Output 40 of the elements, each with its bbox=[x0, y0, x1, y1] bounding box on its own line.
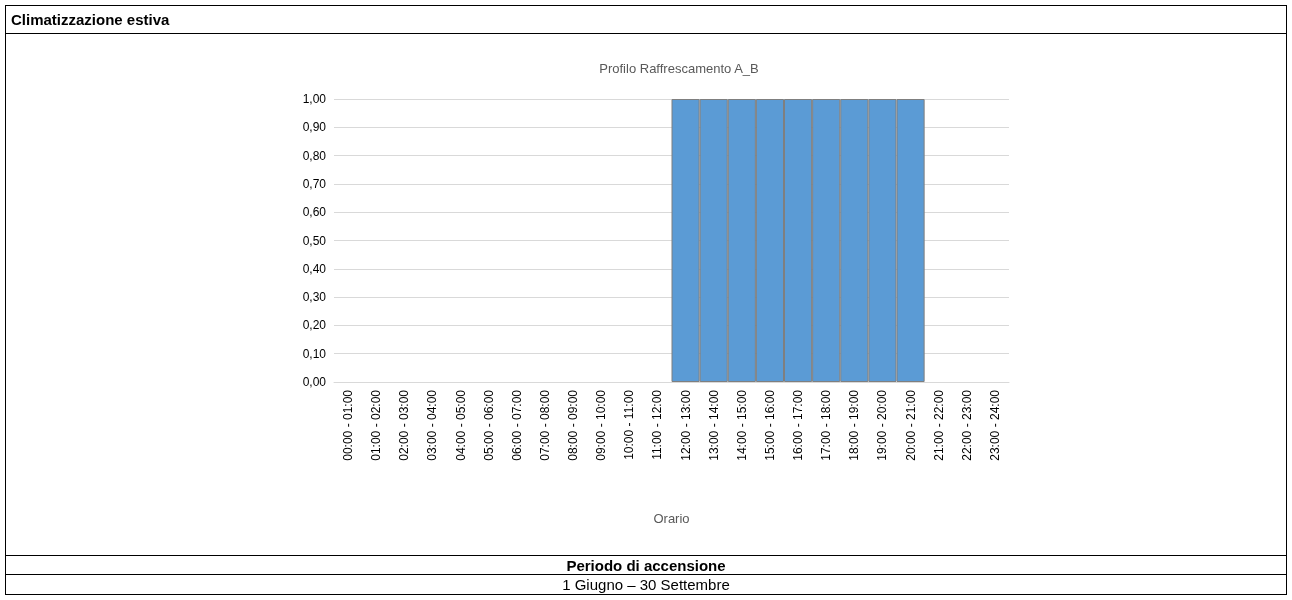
y-tick-label: 0,20 bbox=[302, 318, 327, 333]
y-tick-label: 0,60 bbox=[302, 205, 327, 220]
x-tick-label: 05:00 - 06:00 bbox=[481, 389, 496, 461]
y-tick-label: 0,90 bbox=[302, 120, 327, 135]
y-tick-label: 0,70 bbox=[302, 176, 327, 191]
x-tick-label: 08:00 - 09:00 bbox=[566, 389, 581, 461]
y-tick-label: 0,10 bbox=[302, 346, 327, 361]
x-tick-label: 18:00 - 19:00 bbox=[847, 389, 862, 461]
y-tick-label: 0,80 bbox=[302, 148, 327, 163]
y-tick-label: 0,40 bbox=[302, 261, 327, 276]
text: 1 Giugno – 30 Settembre bbox=[561, 575, 731, 594]
x-tick-label: 11:00 - 12:00 bbox=[650, 389, 665, 460]
x-tick-label: 07:00 - 08:00 bbox=[537, 389, 552, 461]
x-tick-label: 02:00 - 03:00 bbox=[397, 389, 412, 461]
text: Climatizzazione estiva bbox=[6, 6, 1286, 34]
x-tick-label: 20:00 - 21:00 bbox=[903, 389, 918, 461]
x-tick-label: 14:00 - 15:00 bbox=[734, 389, 749, 461]
x-tick-label: 09:00 - 10:00 bbox=[594, 389, 609, 461]
y-tick-label: 1,00 bbox=[302, 92, 327, 106]
x-tick-label: 13:00 - 14:00 bbox=[706, 389, 721, 461]
x-tick-label: 17:00 - 18:00 bbox=[819, 389, 834, 461]
text: Periodo di accensione bbox=[6, 555, 1286, 575]
x-tick-label: 06:00 - 07:00 bbox=[509, 389, 524, 461]
x-tick-label: 12:00 - 13:00 bbox=[678, 389, 693, 461]
y-tick-label: 0,30 bbox=[302, 290, 327, 305]
chart-title: Profilo Raffrescamento A_B bbox=[599, 61, 759, 76]
x-tick-label: 04:00 - 05:00 bbox=[453, 389, 468, 461]
x-tick-label: 01:00 - 02:00 bbox=[369, 389, 384, 461]
x-tick-label: 00:00 - 01:00 bbox=[341, 389, 356, 461]
x-axis-title: Orario bbox=[653, 511, 690, 526]
x-tick-label: 21:00 - 22:00 bbox=[931, 389, 946, 461]
x-tick-label: 10:00 - 11:00 bbox=[622, 389, 637, 460]
x-tick-label: 16:00 - 17:00 bbox=[791, 389, 806, 461]
x-tick-label: 19:00 - 20:00 bbox=[875, 389, 890, 461]
x-tick-label: 15:00 - 16:00 bbox=[762, 389, 777, 461]
x-tick-label: 23:00 - 24:00 bbox=[987, 389, 1002, 461]
y-tick-label: 0,00 bbox=[302, 375, 327, 389]
y-tick-label: 0,50 bbox=[302, 233, 327, 248]
x-tick-label: 22:00 - 23:00 bbox=[959, 389, 974, 461]
x-tick-label: 03:00 - 04:00 bbox=[425, 389, 440, 461]
